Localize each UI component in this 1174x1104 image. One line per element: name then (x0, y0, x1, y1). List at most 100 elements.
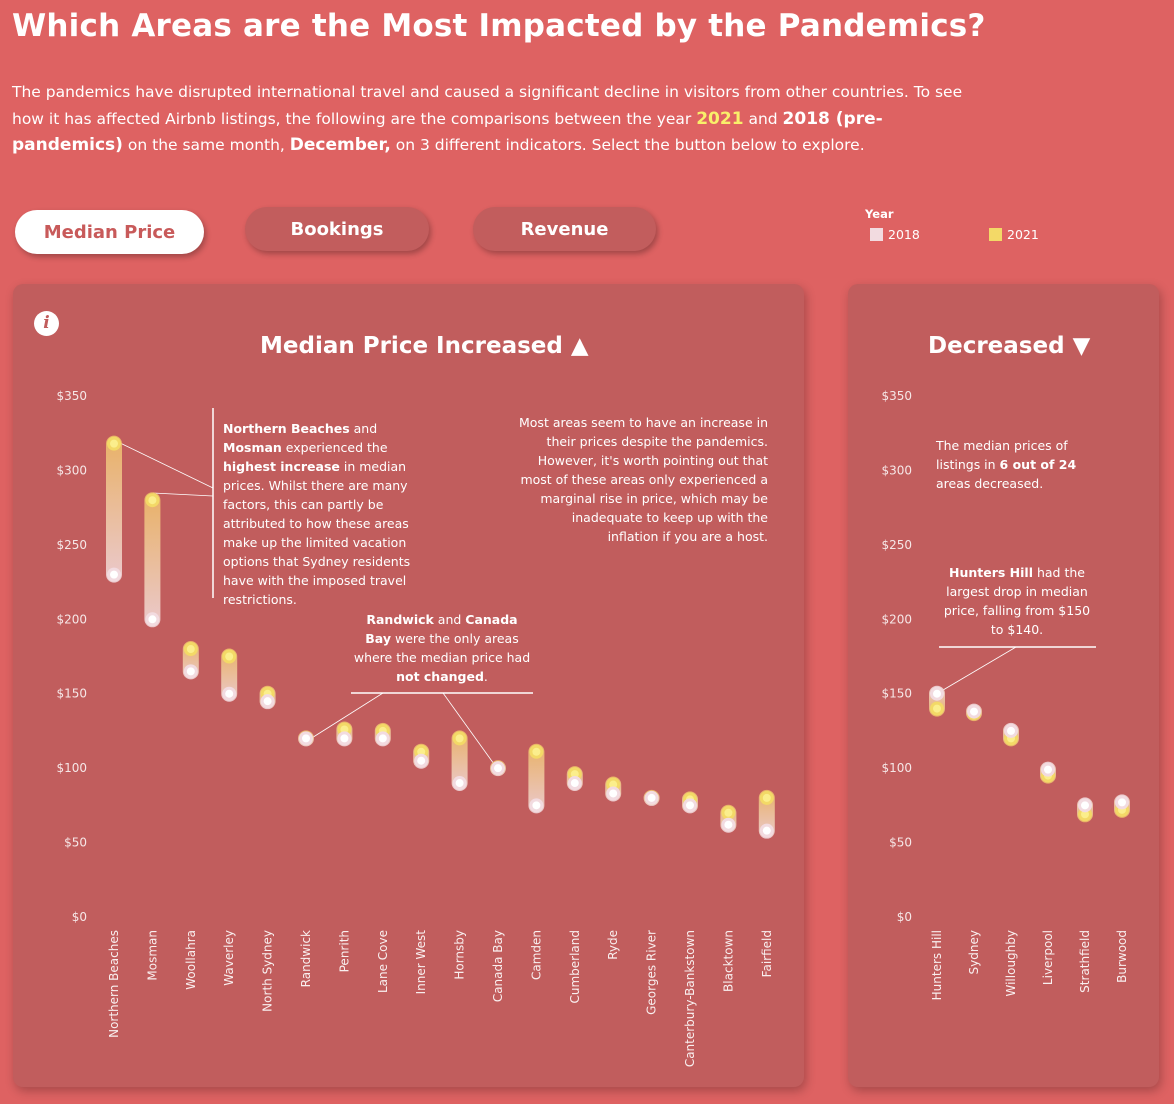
ann-text: were the only areas where the median pri… (353, 631, 531, 665)
legend-item-2018[interactable]: 2018 (870, 227, 920, 242)
x-tick-label: Hornsby (453, 930, 467, 980)
page-title: Which Areas are the Most Impacted by the… (12, 8, 986, 44)
x-tick-label: Canada Bay (491, 930, 505, 1002)
y-tick-label: $250 (56, 538, 87, 552)
dot-2018-highlight (186, 667, 195, 676)
ann-text: Most areas seem to have an increase in t… (519, 415, 768, 544)
dot-2018-highlight (148, 615, 157, 624)
dumbbell-bar (451, 730, 468, 792)
dot-2021-highlight (455, 734, 464, 743)
x-tick-label: Penrith (337, 930, 351, 972)
decreased-title-text: Decreased (928, 333, 1065, 359)
x-tick-label: Ryde (606, 930, 620, 960)
median-price-button[interactable]: Median Price (15, 210, 204, 254)
annotation-pointer-line (152, 492, 214, 497)
info-icon[interactable]: i (34, 311, 59, 336)
decreased-panel-title: Decreased ▼ (928, 333, 1090, 359)
annotation-pointer-line (442, 692, 500, 772)
ann-text: areas decreased. (936, 476, 1044, 491)
y-tick-label: $100 (881, 761, 912, 775)
dot-2021-highlight (570, 770, 579, 779)
annotation-pointer-line (937, 646, 1017, 694)
dot-2018-highlight (417, 756, 426, 765)
dot-2021-highlight (340, 725, 349, 734)
dot-2018-highlight (110, 570, 118, 579)
y-tick-label: $250 (881, 538, 912, 552)
y-tick-label: $100 (56, 761, 87, 775)
increased-title-text: Median Price Increased (260, 333, 563, 359)
x-tick-label: Burwood (1115, 930, 1129, 983)
dot-2021-highlight (762, 793, 771, 802)
dot-2018-highlight (1118, 798, 1126, 807)
increased-panel (13, 284, 804, 1087)
dot-2018-highlight (724, 820, 733, 829)
triangle-up-icon: ▲ (570, 333, 589, 359)
legend-swatch-2021 (989, 228, 1002, 241)
dot-2018-highlight (686, 801, 694, 810)
dumbbell-bar (528, 743, 545, 814)
dot-2018-highlight (970, 707, 978, 716)
x-tick-label: Sydney (967, 930, 981, 974)
annotation-decreased: The median prices of listings in 6 out o… (936, 436, 1086, 493)
y-tick-label: $0 (72, 910, 87, 924)
x-tick-label: Willoughby (1004, 930, 1018, 997)
bookings-button[interactable]: Bookings (245, 207, 429, 251)
x-tick-label: Waverley (222, 930, 236, 986)
dot-2021-highlight (186, 645, 195, 654)
dot-2021-highlight (933, 704, 941, 713)
y-tick-label: $50 (889, 836, 912, 850)
x-tick-label: Cumberland (568, 930, 582, 1004)
ann-text: The median prices of listings in (936, 438, 1068, 472)
ann-text: Randwick (366, 612, 434, 627)
dot-2018-highlight (647, 793, 656, 802)
legend-item-2021[interactable]: 2021 (989, 227, 1039, 242)
dot-2018-highlight (340, 734, 349, 743)
ann-text: Northern Beaches (223, 421, 350, 436)
annotation-randwick: Randwick and Canada Bay were the only ar… (352, 610, 532, 686)
dot-2018-highlight (1081, 801, 1089, 810)
dot-2018-highlight (455, 779, 464, 788)
ann-text: highest increase (223, 459, 340, 474)
y-tick-label: $350 (881, 389, 912, 403)
annotation-pointer-line (113, 439, 214, 489)
dot-2021-highlight (148, 496, 157, 505)
x-tick-label: Blacktown (721, 930, 735, 992)
intro-paragraph: The pandemics have disrupted internation… (12, 79, 992, 159)
intro-text: and (743, 109, 783, 128)
x-tick-label: North Sydney (261, 930, 275, 1012)
annotation-hunters-hill: Hunters Hill had the largest drop in med… (942, 563, 1092, 639)
y-tick-label: $0 (897, 910, 912, 924)
x-tick-label: Woollahra (184, 930, 198, 990)
legend-title: Year (865, 207, 894, 221)
x-tick-label: Inner West (414, 930, 428, 995)
dot-2018-highlight (263, 697, 272, 706)
y-tick-label: $200 (881, 612, 912, 626)
annotation-northern-beaches: Northern Beaches and Mosman experienced … (223, 419, 433, 609)
revenue-button[interactable]: Revenue (473, 207, 656, 251)
dot-2018-highlight (933, 689, 941, 698)
annotation-most-areas: Most areas seem to have an increase in t… (518, 413, 768, 546)
dot-2018-highlight (570, 779, 579, 788)
y-tick-label: $150 (881, 687, 912, 701)
intro-text: on 3 different indicators. Select the bu… (390, 136, 865, 154)
y-tick-label: $300 (56, 463, 87, 477)
x-tick-label: Randwick (299, 930, 313, 987)
ann-text: in median prices. Whilst there are many … (223, 459, 411, 607)
y-tick-label: $350 (56, 389, 87, 403)
annotation-pointer-line (306, 692, 384, 742)
x-tick-label: Fairfield (760, 930, 774, 977)
x-tick-label: Strathfield (1078, 930, 1092, 993)
x-tick-label: Northern Beaches (107, 930, 121, 1038)
ann-text: 6 out of 24 (999, 457, 1077, 472)
ann-text: Canada Bay (365, 612, 518, 646)
legend-label-2018: 2018 (888, 227, 920, 242)
intro-month: December, (289, 135, 391, 155)
dot-2018-highlight (762, 826, 771, 835)
dumbbell-bar (144, 492, 161, 628)
dot-2021-highlight (1081, 810, 1089, 819)
ann-text: Hunters Hill (949, 565, 1033, 580)
dot-2021-highlight (609, 780, 618, 789)
dot-2018-highlight (378, 734, 387, 743)
dot-2021-highlight (724, 808, 733, 817)
